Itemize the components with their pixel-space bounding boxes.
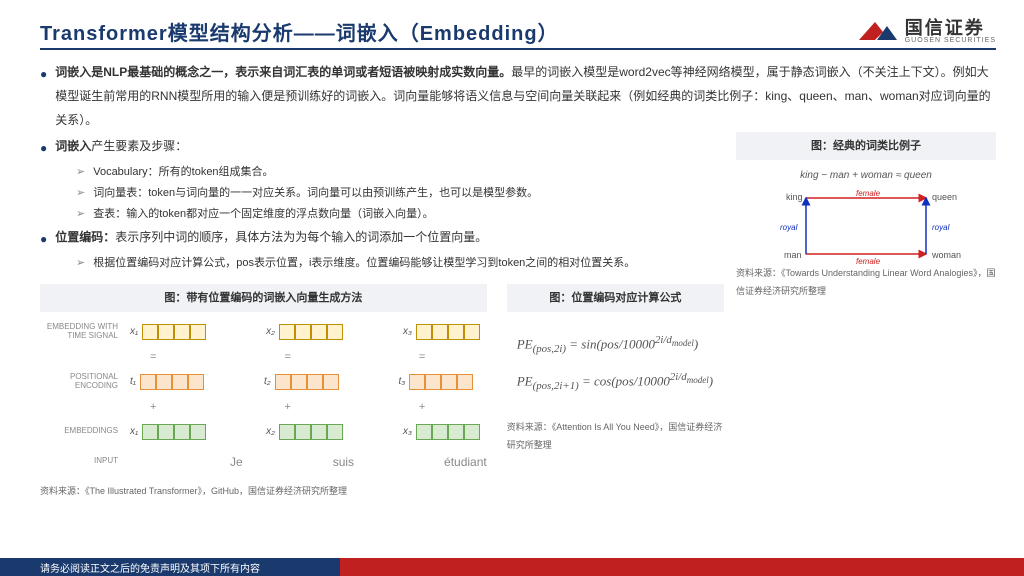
embed-row: EMBEDDINGS x₁ x₂ x₃ (40, 422, 487, 442)
analogy-formula: king − man + woman ≈ queen (746, 166, 986, 186)
chevron-icon: ➢ (76, 162, 85, 183)
embed-row: POSITIONAL ENCODING t₁ t₂ t₃ (40, 372, 487, 392)
sub-4: ➢根据位置编码对应计算公式，pos表示位置，i表示维度。位置编码能够让模型学习到… (76, 253, 724, 274)
svg-text:female: female (856, 190, 881, 198)
svg-text:woman: woman (931, 250, 961, 260)
fig-title: 图：带有位置编码的词嵌入向量生成方法 (40, 284, 487, 312)
op-plus: +++ (150, 396, 487, 418)
sub-1: ➢Vocabulary：所有的token组成集合。 (76, 162, 724, 183)
op-eq: === (150, 346, 487, 368)
svg-text:female: female (856, 257, 881, 266)
footer: 请务必阅读正文之后的免责声明及其项下所有内容 (0, 558, 1024, 576)
chevron-icon: ➢ (76, 253, 85, 274)
pe-f1: PE(pos,2i) = sin(pos/100002i/dmodel) (517, 326, 714, 363)
pe-f2: PE(pos,2i+1) = cos(pos/100002i/dmodel) (517, 363, 714, 400)
svg-text:king: king (786, 192, 803, 202)
bullet-1: ● 词嵌入是NLP最基础的概念之一，表示来自词汇表的单词或者短语被映射成实数向量… (40, 60, 996, 132)
logo: 国信证券 GUOSEN SECURITIES (853, 16, 996, 46)
input-row: INPUT Je suis étudiant (40, 450, 487, 474)
embed-row: EMBEDDING WITH TIME SIGNAL x₁ x₂ x₃ (40, 322, 487, 342)
sub-2: ➢词向量表：token与词向量的一一对应关系。词向量可以由预训练产生，也可以是模… (76, 183, 724, 204)
page-title: Transformer模型结构分析——词嵌入（Embedding） (40, 17, 559, 46)
lower-section: 图：带有位置编码的词嵌入向量生成方法 EMBEDDING WITH TIME S… (40, 284, 724, 500)
embed-diagram: EMBEDDING WITH TIME SIGNAL x₁ x₂ x₃ === … (40, 312, 487, 474)
logo-cn: 国信证券 (905, 19, 996, 37)
bullet-2: ● 词嵌入产生要素及步骤： (40, 134, 724, 160)
figure-embedding: 图：带有位置编码的词嵌入向量生成方法 EMBEDDING WITH TIME S… (40, 284, 487, 500)
fig-source: 资料来源：《The Illustrated Transformer》，GitHu… (40, 482, 487, 500)
fig-title: 图：位置编码对应计算公式 (507, 284, 724, 312)
bullet-icon: ● (40, 136, 47, 160)
analogy-diagram: king − man + woman ≈ queen king queen ma… (736, 160, 996, 260)
p3-rest: 表示序列中词的顺序，具体方法为为每个输入的词添加一个位置向量。 (115, 230, 487, 244)
p3-head: 位置编码： (55, 230, 115, 244)
fig-title: 图：经典的词类比例子 (736, 132, 996, 160)
fig-source: 资料来源：《Attention Is All You Need》，国信证券经济研… (507, 418, 724, 454)
svg-text:royal: royal (780, 223, 798, 232)
logo-icon (853, 16, 899, 46)
pe-formulas: PE(pos,2i) = sin(pos/100002i/dmodel) PE(… (507, 312, 724, 414)
svg-text:queen: queen (932, 192, 957, 202)
logo-text: 国信证券 GUOSEN SECURITIES (905, 19, 996, 44)
analogy-svg: king queen man woman female female royal… (746, 190, 986, 268)
chevron-icon: ➢ (76, 204, 85, 225)
chevron-icon: ➢ (76, 183, 85, 204)
sub-3: ➢查表：输入的token都对应一个固定维度的浮点数向量（词嵌入向量）。 (76, 204, 724, 225)
body: ● 词嵌入是NLP最基础的概念之一，表示来自词汇表的单词或者短语被映射成实数向量… (40, 60, 996, 500)
bullet-icon: ● (40, 227, 47, 251)
figure-pe: 图：位置编码对应计算公式 PE(pos,2i) = sin(pos/100002… (507, 284, 724, 500)
p2-head: 词嵌入 (55, 139, 91, 153)
footer-disclaimer: 请务必阅读正文之后的免责声明及其项下所有内容 (0, 558, 340, 576)
svg-text:royal: royal (932, 223, 950, 232)
figure-analogy: 图：经典的词类比例子 king − man + woman ≈ queen ki… (736, 132, 996, 300)
p1-bold: 词嵌入是NLP最基础的概念之一，表示来自词汇表的单词或者短语被映射成实数向量。 (55, 65, 511, 79)
p2-rest: 产生要素及步骤： (91, 139, 187, 153)
slide: Transformer模型结构分析——词嵌入（Embedding） 国信证券 G… (0, 0, 1024, 576)
header: Transformer模型结构分析——词嵌入（Embedding） 国信证券 G… (40, 16, 996, 50)
bullet-icon: ● (40, 62, 47, 132)
bullet-3: ● 位置编码：表示序列中词的顺序，具体方法为为每个输入的词添加一个位置向量。 (40, 225, 724, 251)
svg-text:man: man (784, 250, 802, 260)
footer-accent (340, 558, 1024, 576)
logo-en: GUOSEN SECURITIES (905, 37, 996, 44)
